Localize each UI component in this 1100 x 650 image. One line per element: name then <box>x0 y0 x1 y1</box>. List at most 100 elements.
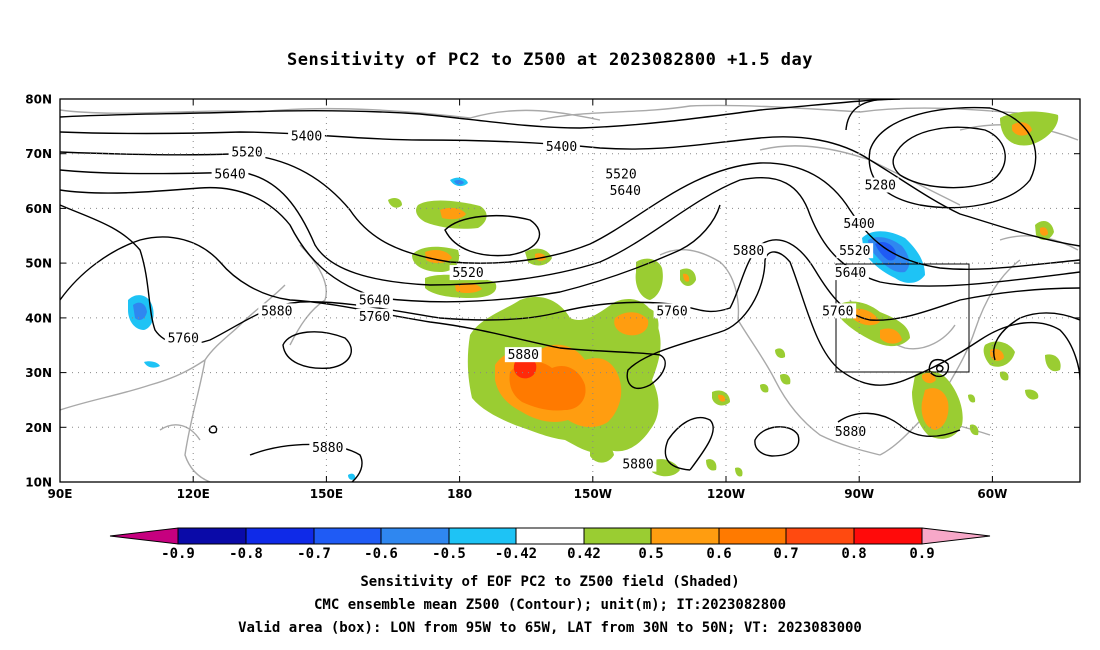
contour-label: 5760 <box>168 332 199 347</box>
contour-label: 5280 <box>865 179 896 194</box>
lat-label-70n: 70N <box>25 147 52 161</box>
contour-label: 5400 <box>546 140 577 155</box>
shade-central-pacific-red <box>513 357 537 379</box>
contour-label-bg <box>606 183 644 199</box>
contour-label-bg <box>619 456 657 472</box>
footer-line-2: CMC ensemble mean Z500 (Contour); unit(m… <box>313 597 786 613</box>
contour-label: 5400 <box>291 129 322 144</box>
lat-label-60n: 60N <box>25 202 52 216</box>
colorbar-label: -0.42 <box>495 546 537 562</box>
lon-label-60w: 60W <box>977 487 1007 501</box>
contour-5280-low <box>892 126 1006 189</box>
contour-label: 5760 <box>359 310 390 325</box>
contour-label-bg <box>840 215 878 231</box>
contour-label: 5400 <box>843 217 874 232</box>
colorbar: -0.9 -0.8 -0.7 -0.6 -0.5 -0.42 0.42 0.5 … <box>109 527 991 562</box>
colorbar-label: -0.6 <box>364 546 398 562</box>
contour-label: 5880 <box>312 441 343 456</box>
contour-label-bg <box>288 128 325 144</box>
sensitivity-shading <box>128 111 1061 480</box>
longitude-labels: 90E 120E 150E 180 150W 120W 90W 60W <box>48 487 1008 501</box>
contour-label: 5640 <box>359 293 390 308</box>
lat-label-20n: 20N <box>25 421 52 435</box>
lon-label-90w: 90W <box>844 487 874 501</box>
contour-5880 <box>60 236 1080 389</box>
lat-label-50n: 50N <box>25 257 52 271</box>
latitude-labels: 80N 70N 60N 50N 40N 30N 20N 10N <box>25 93 52 490</box>
contour-label: 5880 <box>508 348 539 363</box>
colorbar-label: -0.9 <box>161 546 195 562</box>
contour-label: 5880 <box>261 304 292 319</box>
colorbar-box-6 <box>515 527 585 545</box>
colorbar-box-4 <box>380 527 450 545</box>
shade-east-pacific-orange <box>614 312 649 336</box>
contour-5400-west <box>60 99 901 129</box>
colorbar-label: -0.7 <box>297 546 331 562</box>
lon-label-90e: 90E <box>48 487 73 501</box>
contour-label: 5640 <box>835 266 866 281</box>
contour-label: 5520 <box>839 244 870 259</box>
contour-label: 5520 <box>452 266 483 281</box>
contour-label-bg <box>819 303 857 319</box>
colorbar-box-8 <box>650 527 720 545</box>
colorbar-box-1 <box>177 527 247 545</box>
colorbar-label: 0.6 <box>706 546 731 562</box>
contour-label: 5640 <box>610 184 641 199</box>
plot-frame <box>59 98 1081 483</box>
colorbar-label: -0.5 <box>432 546 466 562</box>
lon-label-150e: 150E <box>310 487 343 501</box>
footer-line-1: Sensitivity of EOF PC2 to Z500 field (Sh… <box>360 574 740 590</box>
colorbar-label: 0.7 <box>773 546 798 562</box>
contour-label-bg <box>543 139 580 155</box>
colorbar-label: 0.42 <box>567 546 601 562</box>
lon-label-120w: 120W <box>707 487 745 501</box>
colorbar-box-11 <box>853 527 923 545</box>
contour-label-bg <box>730 243 767 259</box>
tick-marks <box>60 98 1080 483</box>
colorbar-label: 0.9 <box>909 546 934 562</box>
lat-label-10n: 10N <box>25 476 52 490</box>
contour-label: 5640 <box>214 168 245 183</box>
contour-label-bg <box>228 144 266 160</box>
contour-label-bg <box>832 265 869 281</box>
shade-gulf-alaska <box>635 258 663 300</box>
contour-label: 5520 <box>605 168 636 183</box>
contour-label-bg <box>836 243 874 259</box>
colorbar-label: -0.8 <box>229 546 263 562</box>
colorbar-box-9 <box>718 527 787 545</box>
colorbar-label: 0.5 <box>638 546 663 562</box>
colorbar-arrow-right <box>921 527 991 545</box>
lat-label-30n: 30N <box>25 366 52 380</box>
contour-label-bg <box>504 347 542 363</box>
gridlines <box>60 99 1080 482</box>
contour-label-bg <box>861 177 899 193</box>
contour-label-bg <box>356 308 393 324</box>
contour-label: 5880 <box>835 425 866 440</box>
contour-label-bg <box>211 166 249 182</box>
contour-label: 5880 <box>622 458 653 473</box>
lat-label-40n: 40N <box>25 311 52 325</box>
colorbar-box-3 <box>313 527 382 545</box>
contour-5760 <box>60 204 1080 345</box>
contour-label-bg <box>356 292 393 308</box>
colorbar-label: 0.8 <box>841 546 866 562</box>
contour-label: 5760 <box>656 304 687 319</box>
colorbar-box-5 <box>448 527 517 545</box>
colorbar-arrow-left <box>109 527 179 545</box>
contour-label-bg <box>309 440 347 456</box>
contour-label: 5760 <box>822 304 853 319</box>
coastlines <box>60 104 1079 482</box>
contour-label-bg <box>602 166 640 182</box>
colorbar-box-2 <box>245 527 315 545</box>
contour-label: 5880 <box>733 244 764 259</box>
contour-label-bg <box>258 303 296 319</box>
footer-line-3: Valid area (box): LON from 95W to 65W, L… <box>238 620 862 636</box>
lon-label-150w: 150W <box>574 487 612 501</box>
contour-label-bg <box>449 265 487 281</box>
colorbar-box-10 <box>785 527 855 545</box>
contour-5520-west <box>60 131 1080 247</box>
lon-label-120e: 120E <box>177 487 210 501</box>
colorbar-box-7 <box>583 527 652 545</box>
